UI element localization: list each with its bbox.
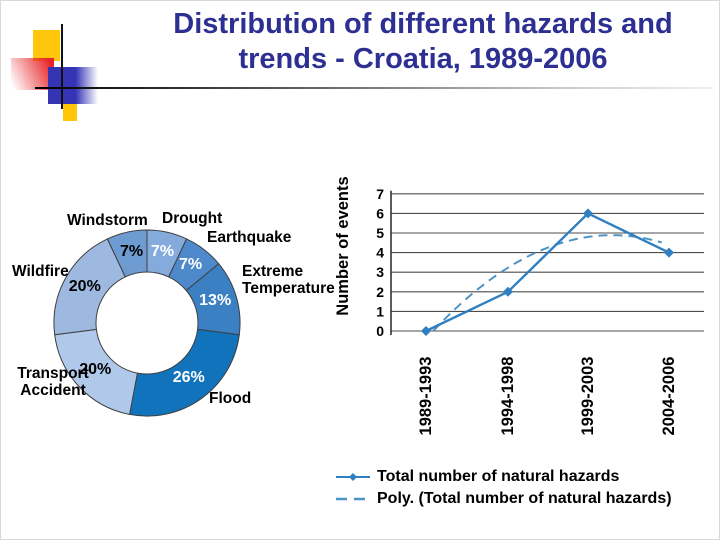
x-tick-label: 2004-2006 [660,357,678,436]
poly-trendline [432,234,662,332]
decoration-yellow-square [33,30,60,61]
decoration-yellow-square-small [63,104,77,121]
solid-line-diamond-icon [336,473,370,481]
donut-chart-canvas [53,229,241,417]
decoration-blue-square [48,67,98,104]
page-title-line-1: Distribution of different hazards and [173,8,673,40]
pie-percent-label: 7% [119,242,144,260]
y-axis-title: Number of events [334,176,352,315]
natural-hazards-trend-line-chart: 0 1 2 3 4 5 6 7 Number of events 1989-1993 1994-19… [329,169,719,469]
y-tick-label: 1 [376,303,384,319]
y-tick-label: 3 [376,264,384,280]
pie-label-wildfire: Wildfire [12,263,69,280]
pie-label-extreme-temperature: Extreme Temperature [242,263,335,297]
pie-label-drought: Drought [162,210,223,227]
hazard-distribution-donut-chart: Windstorm Drought Earthquake Extreme Tem… [1,191,346,443]
pie-label-earthquake: Earthquake [207,229,292,246]
y-tick-label: 5 [376,225,384,241]
decoration-red-square [11,58,54,90]
legend-item-poly-trend: Poly. (Total number of natural hazards) [335,488,672,510]
hazards-series-line [425,211,670,333]
data-point-diamond [503,286,513,297]
pie-segment-windstorm [106,229,148,278]
y-tick-label: 7 [376,186,384,202]
dashed-line-icon [336,497,370,501]
y-tick-label: 6 [376,205,384,221]
data-point-diamond [421,326,431,336]
pie-percent-label: 20% [79,360,112,378]
x-tick-label: 1999-2003 [579,357,597,436]
y-tick-label: 0 [376,323,384,339]
pie-label-windstorm: Windstorm [67,212,148,229]
pie-percent-label: 7% [150,242,175,260]
legend-label: Total number of natural hazards [377,468,620,485]
page-title: Distribution of different hazards and tr… [131,7,715,77]
data-point-diamond [583,208,593,219]
pie-percent-label: 13% [199,292,232,310]
pie-percent-label: 20% [68,277,101,295]
page-title-line-2: trends - Croatia, 1989-2006 [238,43,608,75]
line-chart-canvas: 0 1 2 3 4 5 6 7 Number of events 1989-1993 1994-19… [334,176,704,436]
chart-legend: Total number of natural hazards Poly. (T… [335,466,672,510]
x-tick-label: 1989-1993 [417,357,435,436]
pie-label-transport-accident: Transport Accident [17,365,89,399]
decoration-vertical-line [61,24,63,109]
title-divider-line [35,87,713,89]
pie-percent-label: 26% [172,369,205,387]
legend-label: Poly. (Total number of natural hazards) [377,490,672,507]
x-tick-label: 1994-1998 [499,357,517,436]
pie-percent-label: 7% [178,255,203,273]
data-point-diamond [664,247,674,258]
pie-label-flood: Flood [209,390,252,407]
y-tick-label: 2 [376,284,384,300]
y-tick-label: 4 [376,245,384,261]
legend-item-total-hazards: Total number of natural hazards [335,466,672,488]
